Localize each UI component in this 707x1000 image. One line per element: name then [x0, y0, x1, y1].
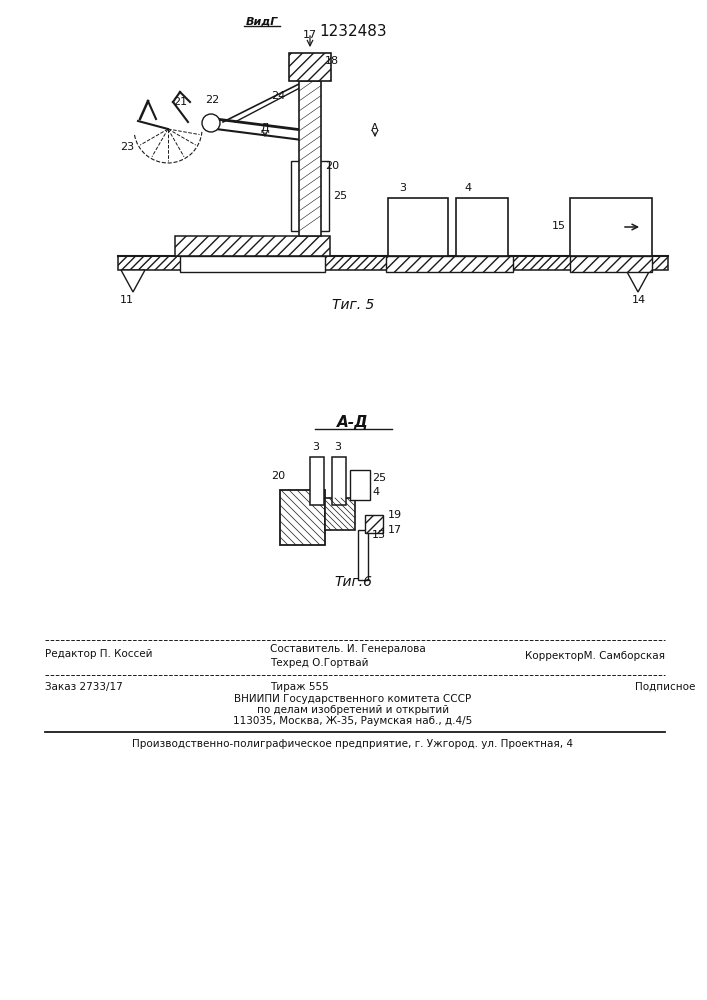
Bar — [358, 530, 368, 580]
Bar — [570, 256, 652, 272]
Text: Τиг. 5: Τиг. 5 — [332, 298, 374, 312]
Bar — [386, 256, 513, 272]
Bar — [570, 198, 652, 256]
Bar — [180, 256, 325, 272]
Text: Τиг.6: Τиг.6 — [334, 575, 372, 589]
Text: 19: 19 — [388, 510, 402, 520]
Bar — [299, 81, 321, 236]
Bar — [325, 498, 355, 530]
Text: 18: 18 — [325, 56, 339, 66]
Polygon shape — [121, 270, 145, 292]
Circle shape — [202, 114, 220, 132]
Text: 20: 20 — [325, 161, 339, 171]
Bar — [365, 515, 383, 533]
Text: 17: 17 — [303, 30, 317, 40]
Text: Заказ 2733/17: Заказ 2733/17 — [45, 682, 123, 692]
Bar — [310, 457, 324, 505]
Bar — [388, 198, 448, 256]
Bar — [291, 161, 329, 231]
Bar — [280, 490, 325, 545]
Text: Д: Д — [261, 123, 269, 133]
Bar — [332, 457, 346, 505]
Polygon shape — [626, 270, 650, 292]
Text: 14: 14 — [632, 295, 646, 305]
Bar — [456, 198, 508, 256]
Text: 15: 15 — [552, 221, 566, 231]
Text: 25: 25 — [372, 473, 386, 483]
Text: 113035, Москва, Ж-35, Раумская наб., д.4/5: 113035, Москва, Ж-35, Раумская наб., д.4… — [233, 716, 472, 726]
Text: 21: 21 — [173, 97, 187, 107]
Text: Тираж 555: Тираж 555 — [270, 682, 329, 692]
Text: Подписное: Подписное — [635, 682, 696, 692]
Text: 1232483: 1232483 — [319, 24, 387, 39]
Text: 20: 20 — [271, 471, 285, 481]
Text: 17: 17 — [388, 525, 402, 535]
Text: 25: 25 — [333, 191, 347, 201]
Bar — [289, 53, 331, 81]
Text: 4: 4 — [464, 183, 472, 193]
Text: 24: 24 — [271, 91, 285, 101]
Text: 4: 4 — [372, 487, 379, 497]
Text: 23: 23 — [120, 142, 134, 152]
Text: КорректорМ. Самборская: КорректорМ. Самборская — [525, 651, 665, 661]
Text: ВНИИПИ Государственного комитета СССР: ВНИИПИ Государственного комитета СССР — [235, 694, 472, 704]
Bar — [118, 256, 668, 270]
Text: А-Д: А-Д — [337, 414, 369, 430]
Text: 11: 11 — [120, 295, 134, 305]
Text: 3: 3 — [334, 442, 341, 452]
Text: 13: 13 — [372, 530, 386, 540]
Text: 22: 22 — [205, 95, 219, 105]
Text: Составитель. И. Генералова: Составитель. И. Генералова — [270, 644, 426, 654]
Text: 3: 3 — [312, 442, 319, 452]
Bar — [350, 470, 370, 500]
Text: Техред О.Гортвай: Техред О.Гортвай — [270, 658, 368, 668]
Text: А: А — [371, 123, 379, 133]
Text: Производственно-полиграфическое предприятие, г. Ужгород. ул. Проектная, 4: Производственно-полиграфическое предприя… — [132, 739, 573, 749]
Text: по делам изобретений и открытий: по делам изобретений и открытий — [257, 705, 449, 715]
Text: ВидГ: ВидГ — [246, 16, 278, 26]
Text: 3: 3 — [399, 183, 407, 193]
Text: Редактор П. Коссей: Редактор П. Коссей — [45, 649, 153, 659]
Bar — [175, 236, 330, 256]
